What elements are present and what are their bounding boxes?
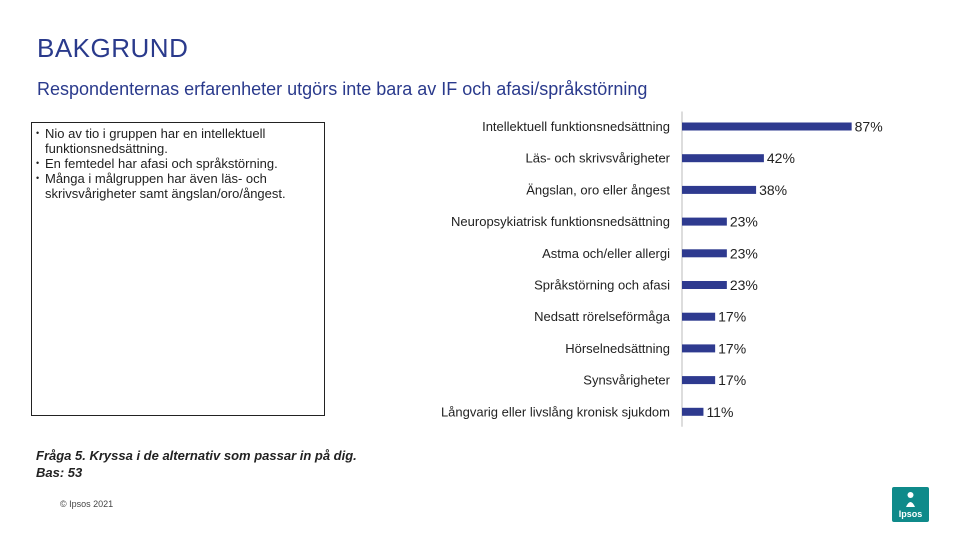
bar [682,407,704,416]
category-label: Intellektuell funktionsnedsättning [482,119,670,134]
category-label: Synsvårigheter [583,373,670,388]
footnote-question: Fråga 5. Kryssa i de alternativ som pass… [36,448,357,463]
bar [682,217,727,226]
ipsos-logo: Ipsos [892,487,929,522]
footnote: Fråga 5. Kryssa i de alternativ som pass… [36,447,357,481]
footnote-base: Bas: 53 [36,465,83,480]
value-label: 23% [730,214,758,230]
value-label: 42% [767,150,795,166]
value-label: 23% [730,277,758,293]
category-label: Astma och/eller allergi [542,246,670,261]
summary-bullet-1: Nio av tio i gruppen har en intellektuel… [36,126,320,156]
category-label: Ängslan, oro eller ångest [526,182,670,197]
category-label: Hörselnedsättning [565,341,670,356]
summary-bullet-3: Många i målgruppen har även läs- och skr… [36,171,320,201]
summary-box: Nio av tio i gruppen har en intellektuel… [31,122,325,416]
summary-bullet-2: En femtedel har afasi och språkstörning. [36,156,320,171]
bar [682,312,716,321]
category-label: Långvarig eller livslång kronisk sjukdom [441,404,670,419]
bar [682,344,716,353]
bar [682,122,852,131]
value-label: 23% [730,245,758,261]
logo-figure-icon [906,492,915,507]
bar [682,154,764,163]
bar [682,249,727,258]
category-label: Neuropsykiatrisk funktionsnedsättning [451,214,670,229]
value-label: 17% [718,309,746,325]
bar [682,281,727,289]
page-subtitle: Respondenternas erfarenheter utgörs inte… [37,79,648,99]
category-label: Nedsatt rörelseförmåga [534,309,671,324]
bars-group: Intellektuell funktionsnedsättning 87% Läs… [441,119,883,420]
category-label: Språkstörning och afasi [534,278,670,293]
value-label: 11% [706,404,733,420]
value-label: 17% [718,340,746,356]
copyright: © Ipsos 2021 [60,499,114,509]
value-label: 87% [855,119,883,135]
value-label: 38% [759,182,787,198]
summary-list: Nio av tio i gruppen har en intellektuel… [36,126,320,201]
bar [682,185,757,194]
logo-text: Ipsos [898,509,923,519]
value-label: 17% [718,372,746,388]
category-label: Läs- och skrivsvårigheter [526,151,671,166]
page-title: BAKGRUND [37,33,189,63]
bar [682,376,716,385]
